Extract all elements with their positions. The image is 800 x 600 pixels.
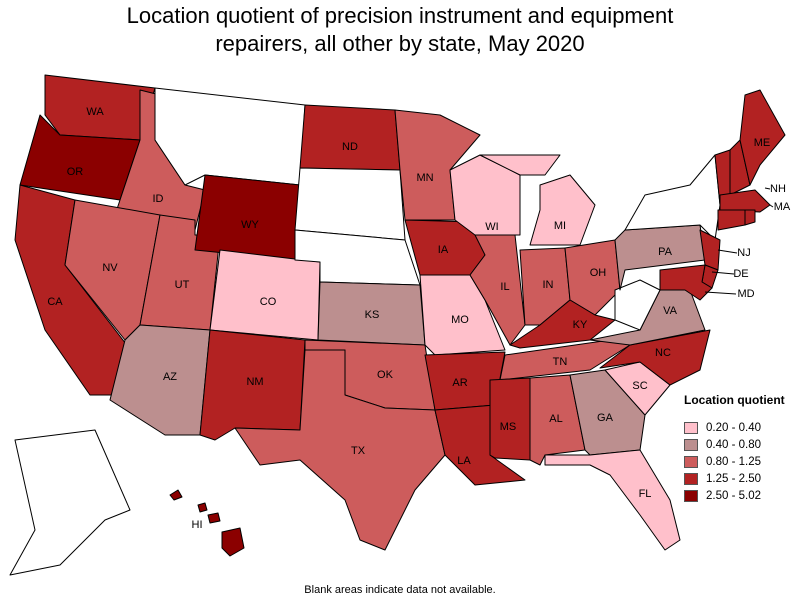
state-RI[interactable] bbox=[744, 209, 756, 226]
state-label-SC: SC bbox=[632, 380, 647, 392]
legend-item: 2.50 - 5.02 bbox=[684, 487, 794, 504]
state-label-IN: IN bbox=[543, 279, 554, 291]
legend-swatch bbox=[684, 489, 698, 502]
state-label-LA: LA bbox=[457, 455, 471, 467]
state-MD[interactable] bbox=[659, 264, 713, 301]
legend-swatch bbox=[684, 455, 698, 468]
leader-line bbox=[711, 271, 735, 275]
state-label-IL: IL bbox=[500, 281, 509, 293]
state-NJ[interactable] bbox=[699, 229, 721, 271]
state-label-WA: WA bbox=[86, 106, 104, 118]
legend-swatch bbox=[684, 421, 698, 434]
state-WV[interactable] bbox=[614, 279, 661, 331]
state-label-MA: MA bbox=[774, 201, 791, 213]
state-label-NH: NH bbox=[770, 183, 786, 195]
state-MS[interactable] bbox=[489, 377, 531, 461]
legend-item: 0.40 - 0.80 bbox=[684, 436, 794, 453]
state-label-GA: GA bbox=[597, 412, 614, 424]
legend-label: 0.80 - 1.25 bbox=[706, 455, 761, 468]
leader-line bbox=[769, 204, 774, 208]
state-IL[interactable] bbox=[469, 234, 526, 346]
state-label-OH: OH bbox=[590, 267, 607, 279]
state-label-HI: HI bbox=[192, 519, 203, 531]
state-SD[interactable] bbox=[294, 167, 406, 241]
state-label-KS: KS bbox=[365, 309, 380, 321]
state-FL[interactable] bbox=[544, 449, 681, 551]
state-label-WY: WY bbox=[241, 219, 259, 231]
state-MI[interactable] bbox=[479, 154, 596, 246]
legend-label: 2.50 - 5.02 bbox=[706, 489, 761, 502]
state-label-VA: VA bbox=[663, 305, 678, 317]
state-label-MD: MD bbox=[737, 288, 754, 300]
legend-item: 0.20 - 0.40 bbox=[684, 419, 794, 436]
state-WY[interactable] bbox=[194, 174, 301, 261]
state-label-NM: NM bbox=[246, 376, 263, 388]
state-label-PA: PA bbox=[658, 246, 673, 258]
state-label-MN: MN bbox=[416, 172, 433, 184]
state-label-FL: FL bbox=[639, 488, 652, 500]
state-label-KY: KY bbox=[573, 319, 588, 331]
state-label-IA: IA bbox=[438, 244, 449, 256]
state-CT[interactable] bbox=[717, 209, 746, 231]
state-MT[interactable] bbox=[154, 87, 306, 186]
legend-label: 1.25 - 2.50 bbox=[706, 472, 761, 485]
state-label-AR: AR bbox=[452, 377, 467, 389]
state-label-NV: NV bbox=[102, 262, 118, 274]
state-TN[interactable] bbox=[499, 339, 631, 381]
state-label-TX: TX bbox=[351, 445, 366, 457]
state-label-ID: ID bbox=[153, 193, 164, 205]
state-OH[interactable] bbox=[564, 239, 621, 316]
state-label-CO: CO bbox=[260, 296, 277, 308]
state-label-NC: NC bbox=[655, 347, 671, 359]
title-line-2: repairers, all other by state, May 2020 bbox=[215, 31, 585, 56]
state-label-WI: WI bbox=[485, 221, 498, 233]
state-ND[interactable] bbox=[299, 104, 401, 171]
state-label-CA: CA bbox=[47, 296, 63, 308]
footnote: Blank areas indicate data not available. bbox=[304, 584, 496, 596]
legend-label: 0.40 - 0.80 bbox=[706, 438, 761, 451]
state-label-ME: ME bbox=[754, 137, 771, 149]
state-MA[interactable] bbox=[719, 189, 771, 213]
state-label-MO: MO bbox=[451, 314, 469, 326]
legend-swatch bbox=[684, 438, 698, 451]
leader-line bbox=[704, 291, 737, 295]
state-KY[interactable] bbox=[509, 299, 616, 349]
leader-line bbox=[717, 249, 738, 254]
title-line-1: Location quotient of precision instrumen… bbox=[126, 3, 674, 28]
state-label-ND: ND bbox=[342, 141, 358, 153]
map-title: Location quotient of precision instrumen… bbox=[0, 2, 800, 58]
state-NY[interactable] bbox=[624, 154, 721, 241]
state-label-UT: UT bbox=[175, 279, 190, 291]
state-AK[interactable] bbox=[9, 429, 131, 576]
state-label-MI: MI bbox=[554, 220, 566, 232]
legend: Location quotient 0.20 - 0.40 0.40 - 0.80… bbox=[684, 393, 794, 504]
state-HI[interactable] bbox=[169, 489, 245, 557]
state-label-NJ: NJ bbox=[737, 247, 750, 259]
state-AZ[interactable] bbox=[109, 324, 211, 436]
legend-label: 0.20 - 0.40 bbox=[706, 421, 761, 434]
state-ME[interactable] bbox=[739, 89, 786, 186]
state-label-TN: TN bbox=[553, 356, 568, 368]
state-TX[interactable] bbox=[234, 349, 446, 551]
legend-title: Location quotient bbox=[684, 393, 785, 407]
state-label-DE: DE bbox=[733, 268, 748, 280]
leader-line bbox=[764, 187, 771, 190]
legend-item: 1.25 - 2.50 bbox=[684, 470, 794, 487]
state-label-AZ: AZ bbox=[163, 371, 177, 383]
state-label-OK: OK bbox=[377, 369, 394, 381]
legend-item: 0.80 - 1.25 bbox=[684, 453, 794, 470]
state-label-MS: MS bbox=[500, 421, 517, 433]
legend-swatch bbox=[684, 472, 698, 485]
state-label-AL: AL bbox=[549, 413, 562, 425]
state-label-OR: OR bbox=[67, 166, 84, 178]
